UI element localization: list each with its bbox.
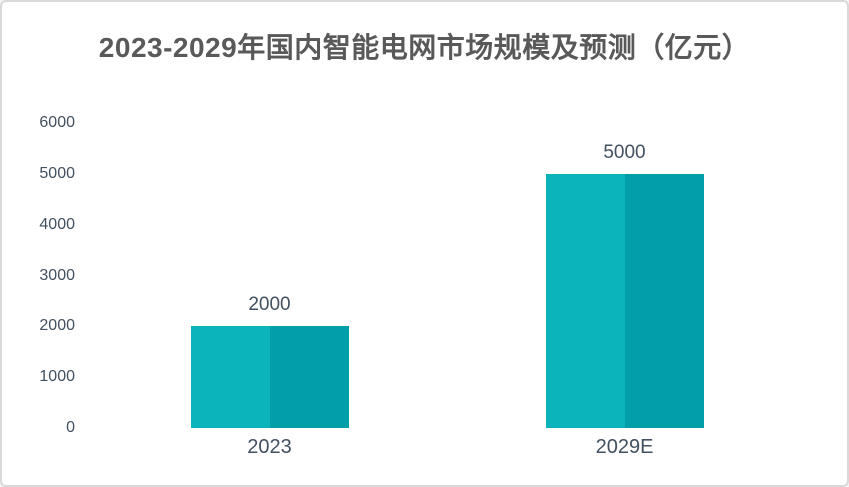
x-axis-label-2029E: 2029E xyxy=(595,436,654,458)
chart-title: 2023-2029年国内智能电网市场规模及预测（亿元） xyxy=(98,32,751,63)
bar-value-label: 5000 xyxy=(603,141,646,163)
bar-2029E xyxy=(545,173,704,428)
y-axis-tick-label: 4000 xyxy=(39,215,75,233)
x-axis-label-2023: 2023 xyxy=(247,436,292,458)
plot-area: 2000 2023 5000 2029E xyxy=(92,123,802,457)
y-axis-tick-labels: 6000 5000 4000 3000 2000 1000 0 xyxy=(10,115,75,436)
category-slot: 5000 2029E xyxy=(447,123,802,457)
y-axis-tick-label: 2000 xyxy=(39,317,75,335)
y-axis-tick-label: 6000 xyxy=(39,114,75,131)
y-axis-tick-label: 0 xyxy=(66,419,75,436)
category-slot: 2000 2023 xyxy=(92,123,447,457)
y-axis-tick-label: 3000 xyxy=(39,266,75,284)
y-axis-tick-label: 5000 xyxy=(39,164,75,182)
y-axis-tick-label: 1000 xyxy=(39,368,75,386)
bar-value-label: 2000 xyxy=(248,294,291,316)
bar-2023 xyxy=(190,326,349,428)
